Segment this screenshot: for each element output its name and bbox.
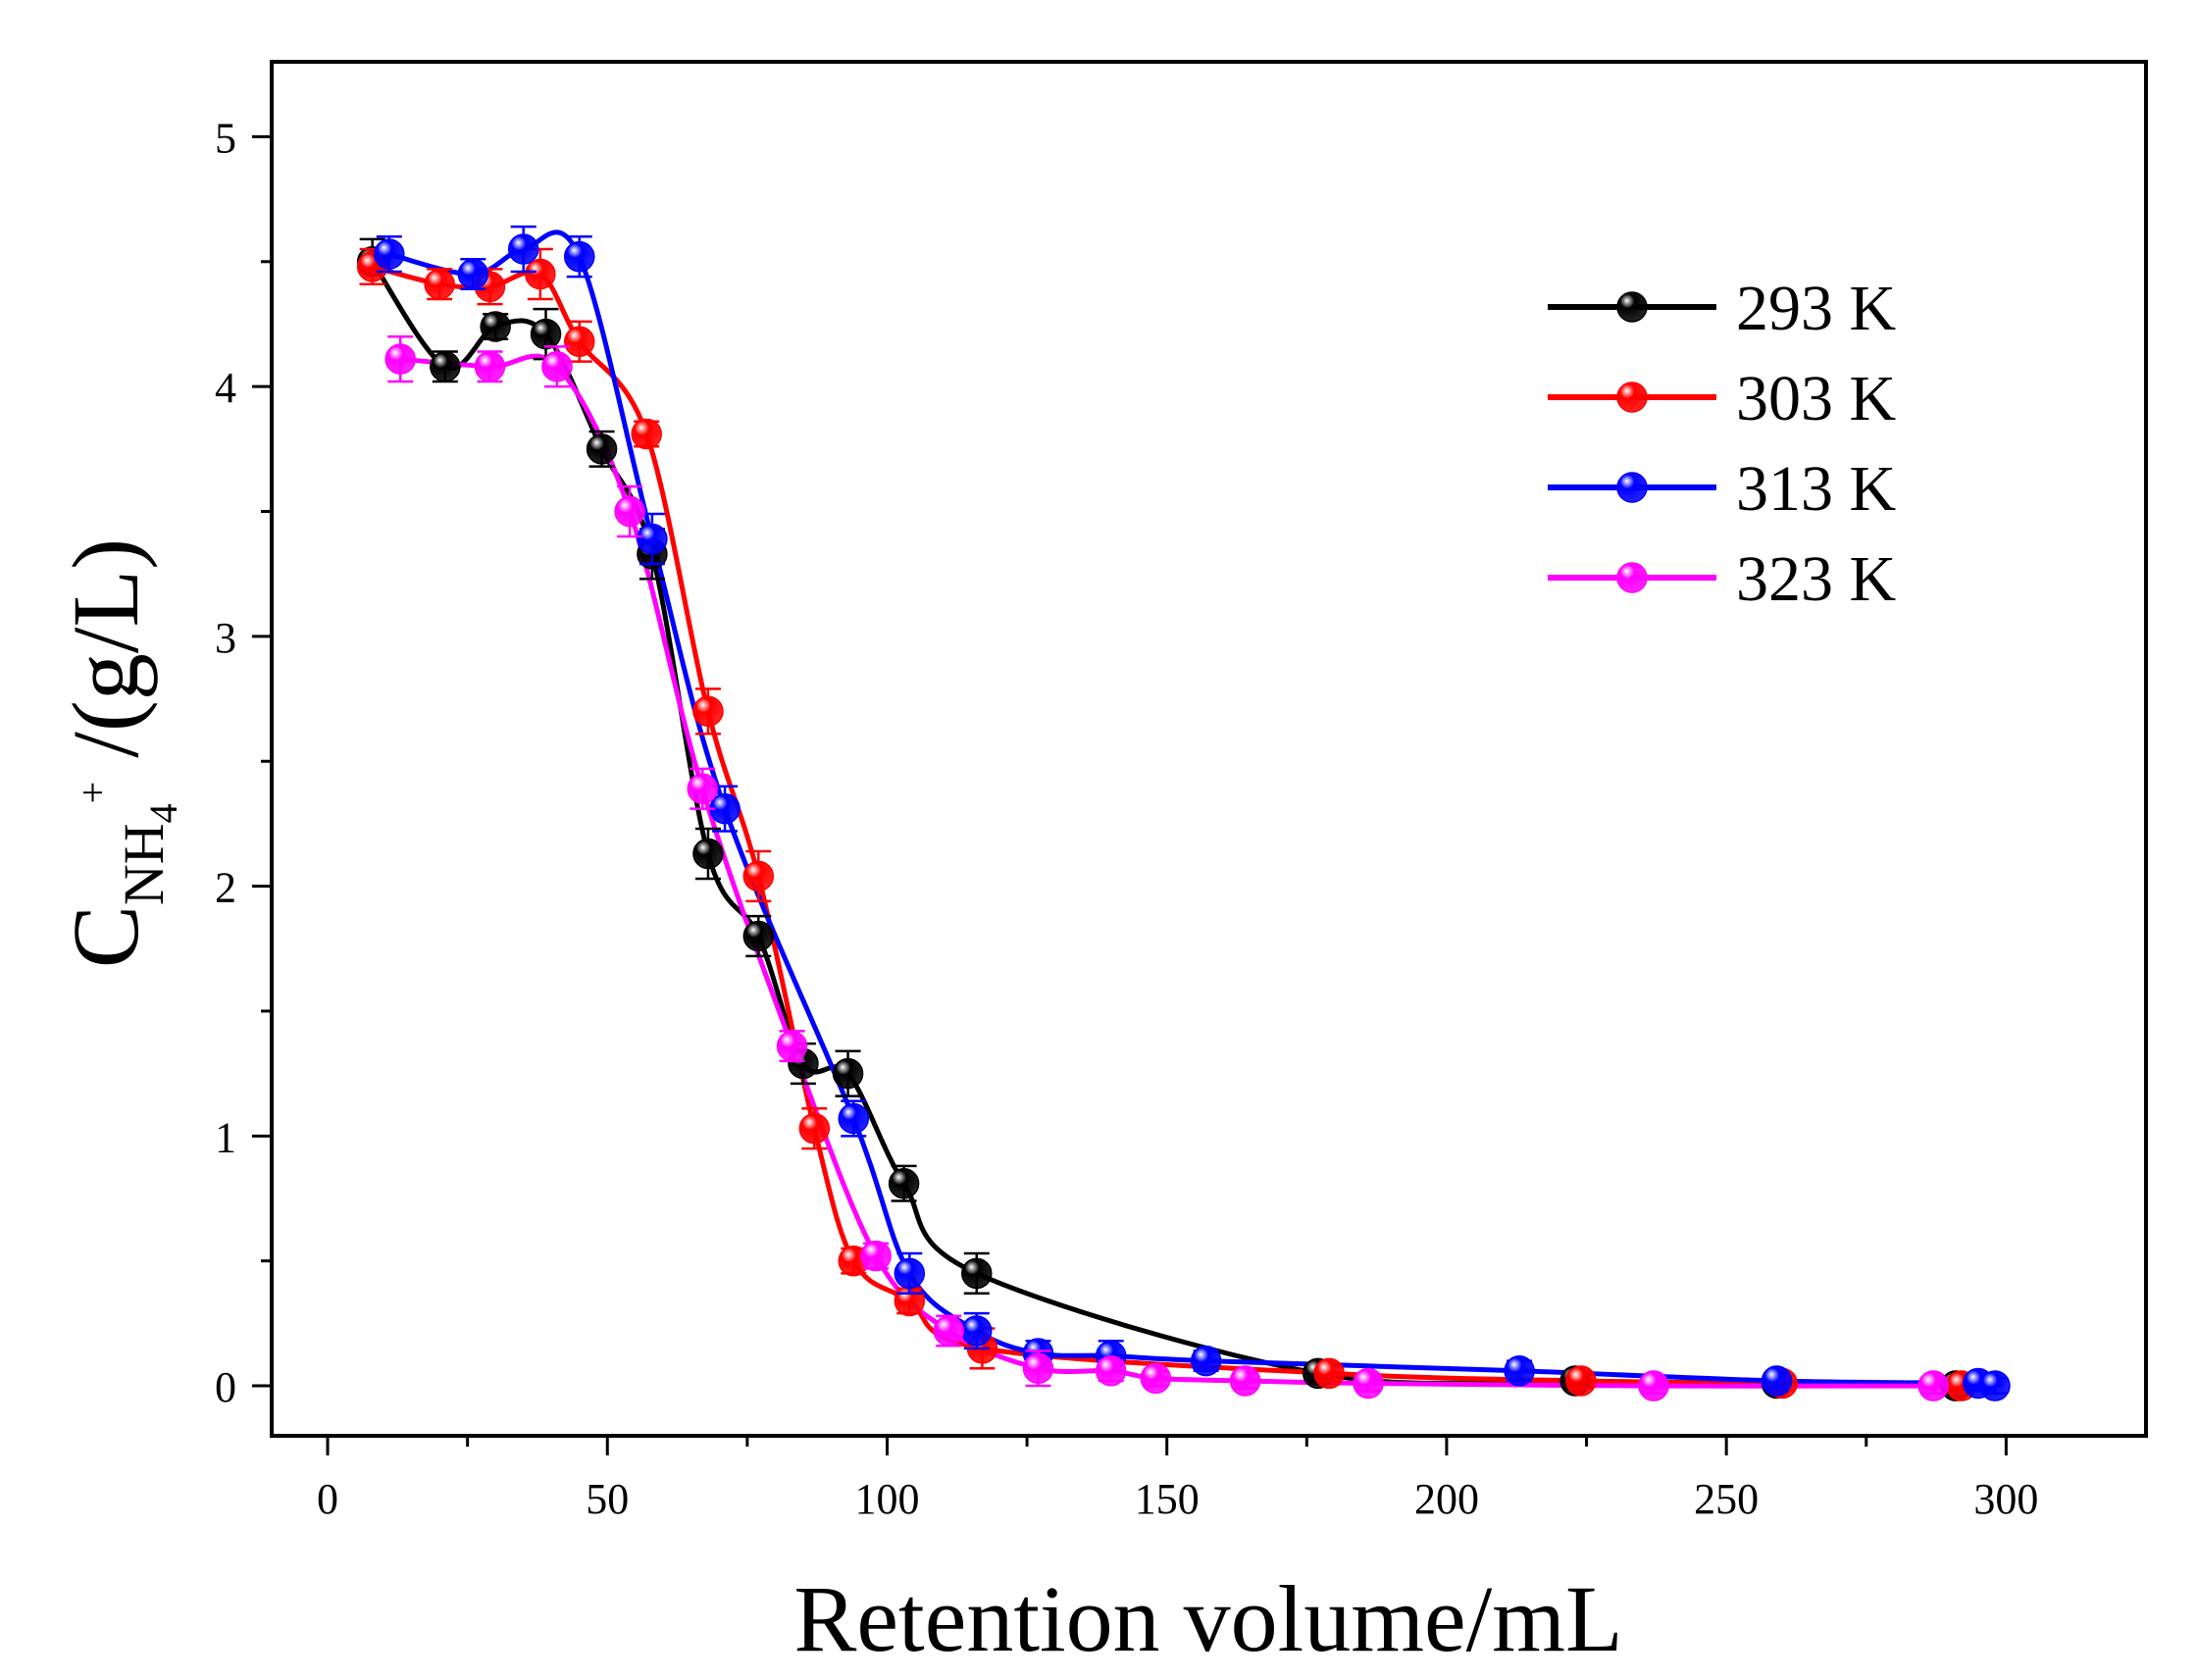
y-tick-label: 3	[215, 614, 236, 662]
data-point-293-k	[888, 1167, 920, 1199]
legend-label-313-k: 313 K	[1736, 453, 1896, 525]
axis-ticks: 0 50 100 150 200 250 300 0 1 2 3 4 5	[215, 114, 2038, 1523]
x-tick-label: 100	[854, 1475, 919, 1523]
data-point-313-k	[961, 1315, 993, 1347]
data-point-293-k	[530, 318, 562, 350]
data-point-293-k	[832, 1057, 864, 1090]
data-point-313-k	[1504, 1355, 1535, 1387]
data-point-303-k	[424, 268, 455, 300]
data-point-323-k	[933, 1315, 964, 1347]
data-point-323-k	[776, 1030, 808, 1062]
data-point-313-k	[894, 1257, 926, 1290]
data-point-313-k	[374, 238, 405, 270]
data-point-323-k	[1229, 1365, 1261, 1397]
data-point-313-k	[1761, 1365, 1793, 1397]
data-point-323-k	[1638, 1370, 1669, 1401]
legend-label-293-k: 293 K	[1736, 273, 1896, 344]
y-axis-title-unit: /(g/L)	[53, 538, 158, 782]
legend-marker-303-k	[1616, 382, 1648, 413]
x-tick-label: 300	[1973, 1475, 2038, 1523]
y-tick-label: 1	[215, 1113, 236, 1161]
x-tick-label: 200	[1414, 1475, 1479, 1523]
data-point-323-k	[384, 343, 416, 375]
data-point-293-k	[586, 433, 618, 465]
legend-marker-293-k	[1616, 291, 1648, 323]
data-point-323-k	[474, 351, 506, 382]
data-point-323-k	[1353, 1367, 1384, 1400]
x-tick-label: 0	[317, 1475, 338, 1523]
data-point-313-k	[637, 523, 668, 555]
data-point-323-k	[687, 773, 718, 805]
x-axis-title: Retention volume/mL	[793, 1566, 1622, 1671]
y-axis-title: CNH4 + /(g/L)	[53, 538, 185, 968]
data-point-313-k	[1190, 1345, 1222, 1377]
data-point-303-k	[1565, 1365, 1597, 1397]
legend-label-323-k: 323 K	[1736, 543, 1896, 615]
data-point-323-k	[1917, 1370, 1949, 1401]
data-point-303-k	[742, 860, 775, 892]
series-line-323-k	[399, 353, 1934, 1389]
x-tick-label: 150	[1135, 1475, 1200, 1523]
data-point-303-k	[563, 326, 595, 358]
y-tick-label: 0	[215, 1363, 236, 1411]
data-point-323-k	[614, 495, 645, 528]
legend-label-303-k: 303 K	[1736, 363, 1896, 434]
y-tick-label: 5	[215, 114, 236, 162]
data-point-293-k	[430, 351, 461, 382]
data-point-303-k	[631, 418, 662, 450]
data-point-293-k	[480, 311, 511, 342]
data-point-313-k	[563, 240, 595, 273]
data-point-313-k	[1979, 1370, 2011, 1401]
data-point-293-k	[742, 920, 775, 952]
y-tick-label: 4	[215, 364, 236, 412]
series-line-303-k	[372, 264, 1962, 1389]
data-point-323-k	[860, 1240, 892, 1272]
y-axis-title-sub-subscript: 4	[141, 803, 185, 823]
data-point-313-k	[457, 258, 489, 290]
data-point-323-k	[1022, 1352, 1054, 1384]
data-point-323-k	[541, 351, 573, 382]
data-point-303-k	[692, 695, 724, 728]
legend-marker-323-k	[1616, 562, 1648, 593]
legend: 293 K 303 K 313 K 323 K	[1548, 273, 1896, 615]
data-point-303-k	[798, 1112, 831, 1145]
data-point-293-k	[692, 838, 724, 870]
series-line-293-k	[370, 260, 1957, 1389]
x-tick-label: 250	[1694, 1475, 1759, 1523]
svg-text:CNH4+ /(g/L): CNH4 + /(g/L)	[53, 538, 185, 968]
y-tick-label: 2	[215, 864, 236, 912]
data-point-313-k	[838, 1102, 870, 1135]
data-point-323-k	[1140, 1362, 1172, 1395]
legend-marker-313-k	[1616, 472, 1648, 503]
y-axis-title-subscript: NH	[112, 823, 176, 905]
y-axis-title-main: C	[53, 905, 158, 968]
data-point-293-k	[961, 1257, 993, 1290]
data-point-303-k	[525, 258, 556, 290]
plot-frame	[270, 60, 2148, 1438]
series-markers	[356, 225, 2011, 1401]
data-point-323-k	[1095, 1355, 1127, 1387]
y-axis-title-superscript: +	[71, 782, 115, 804]
data-point-303-k	[1313, 1357, 1345, 1390]
x-tick-label: 50	[586, 1475, 629, 1523]
data-point-313-k	[507, 233, 539, 265]
